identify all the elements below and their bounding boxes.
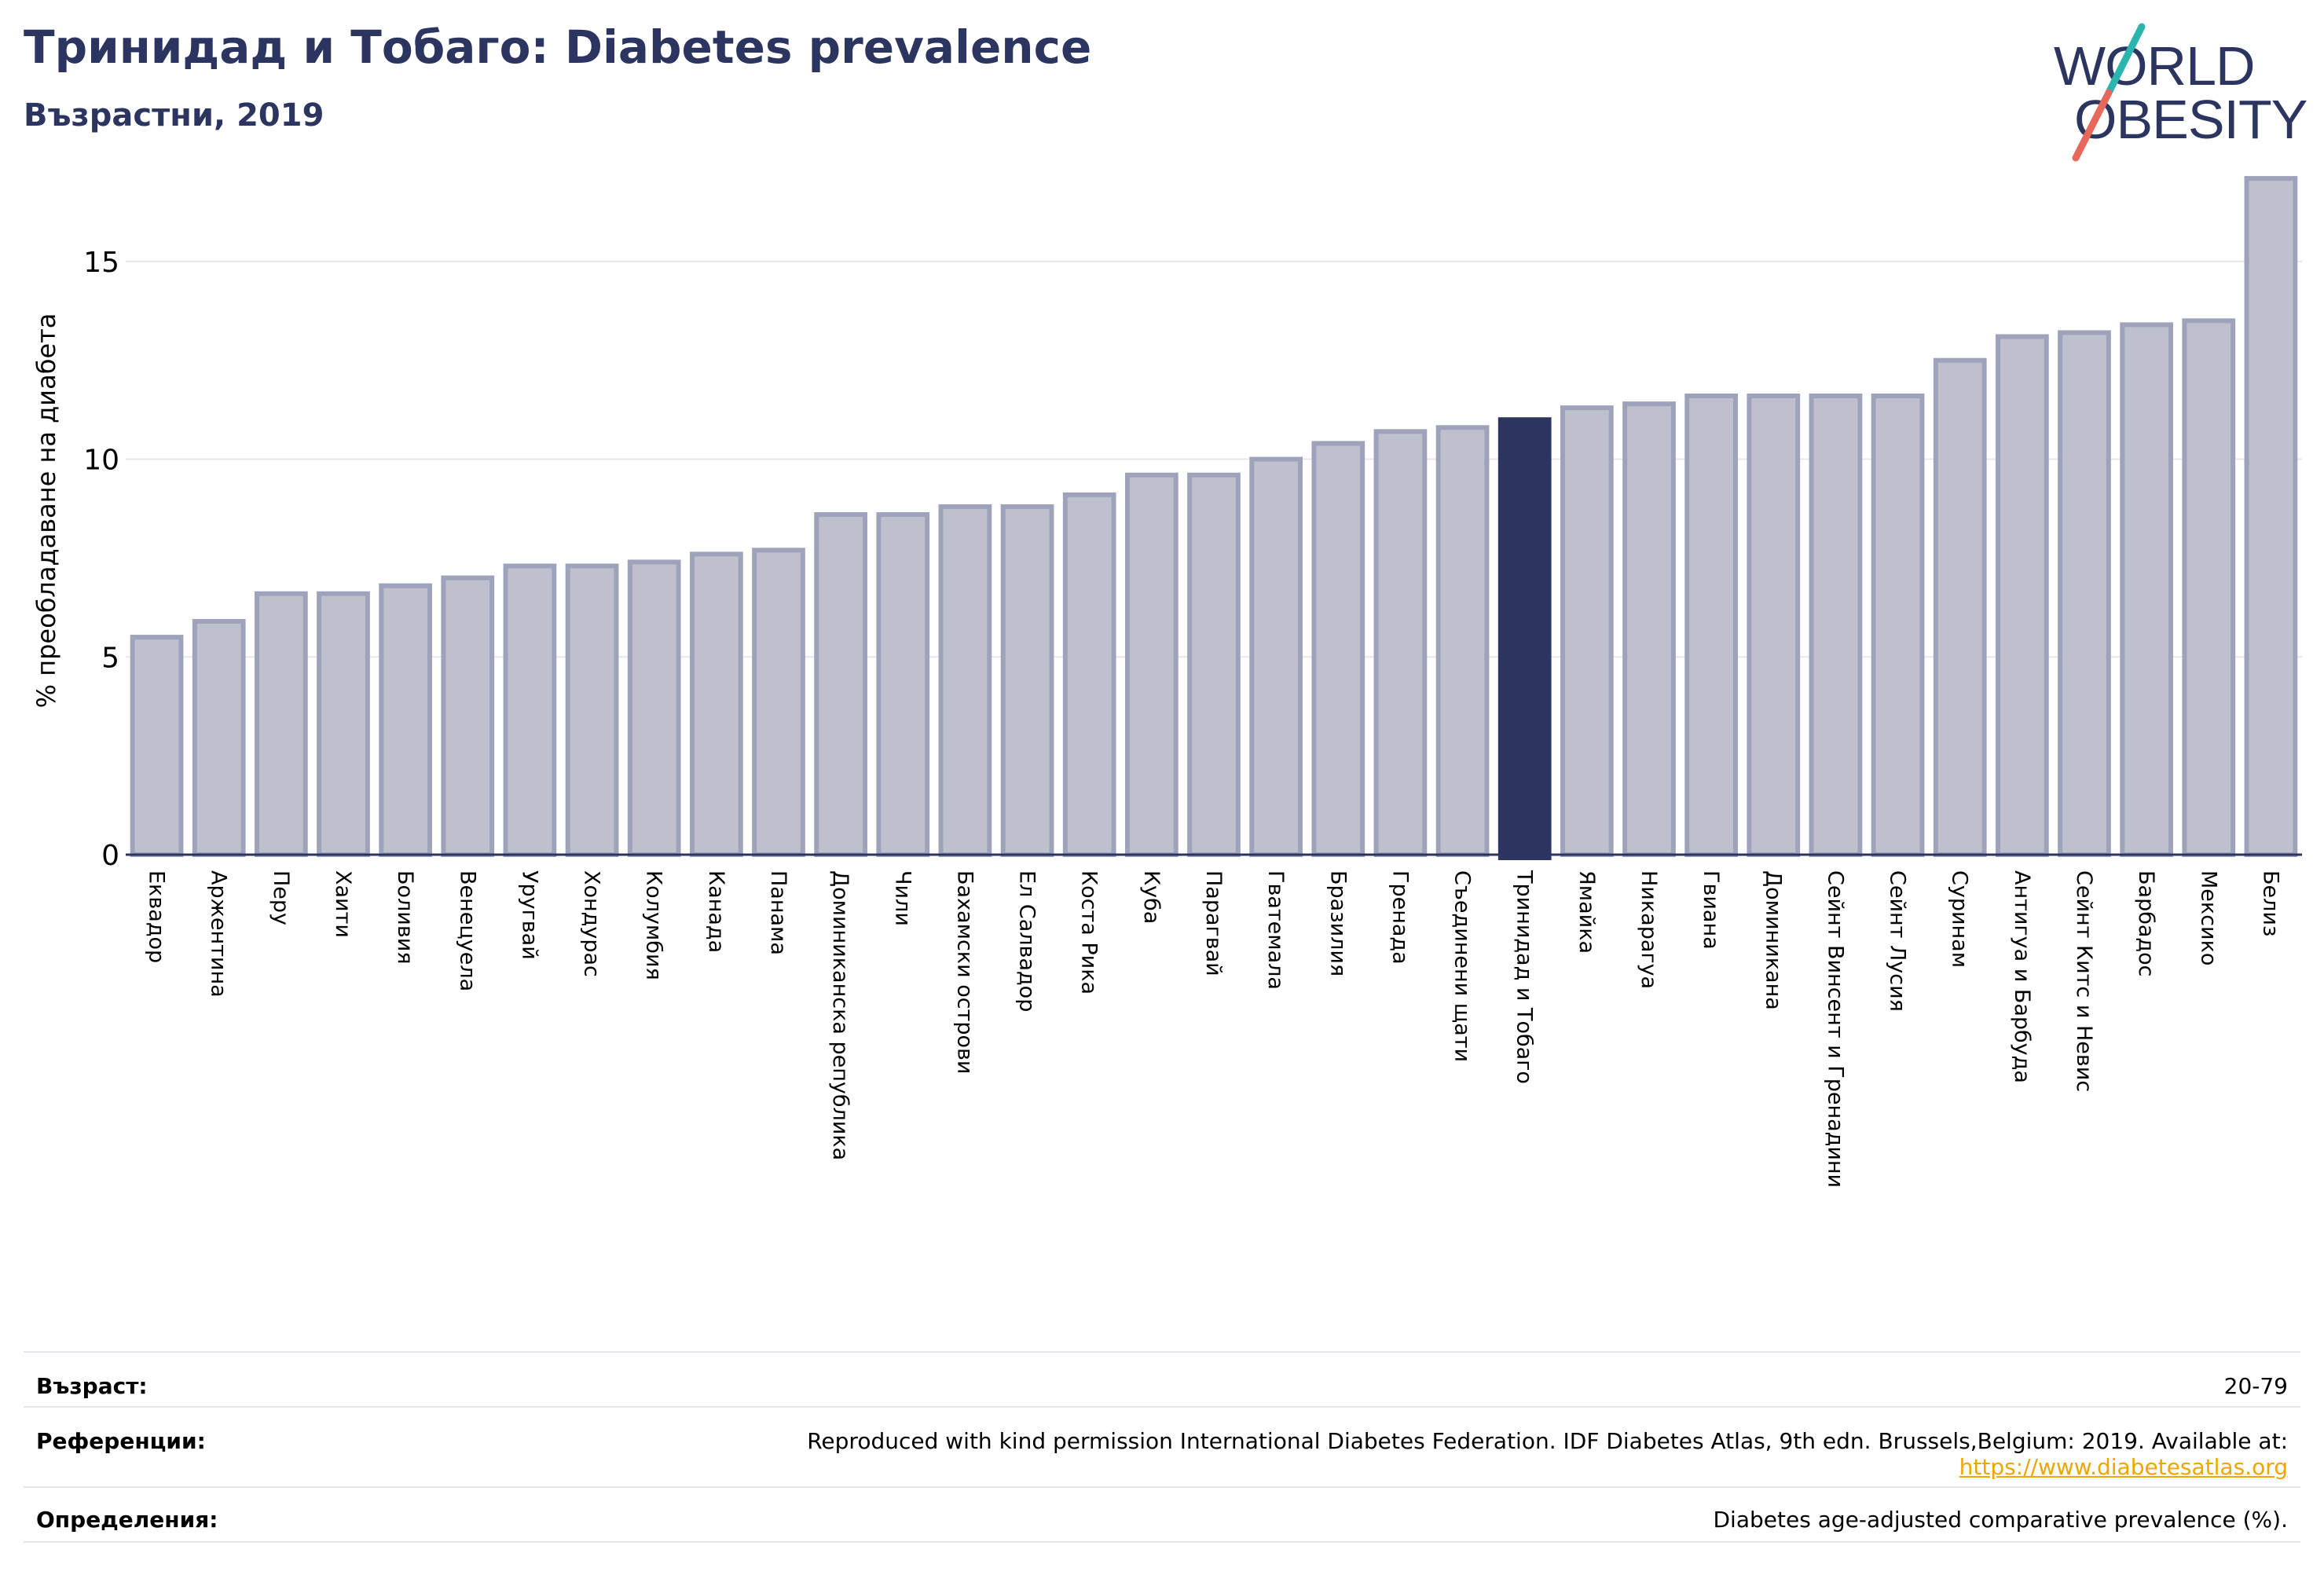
bar [441,575,495,857]
x-tick-label: Бразилия [1325,870,1350,976]
y-tick-label: 10 [83,445,119,477]
logo-word-world: WORLD [2054,35,2255,97]
bar [1435,425,1490,857]
x-tick-label: Венецуела [455,870,479,991]
bar [565,563,619,858]
age-label: Възраст: [36,1373,148,1399]
bar [1809,394,1863,857]
x-tick-label: Гренада [1387,870,1412,965]
x-tick-label: Тринидад и Тобаго [1512,870,1537,1084]
x-tick-label: Колумбия [642,870,666,980]
table-divider [24,1541,2300,1543]
x-tick-label: Хаити [331,870,355,938]
definitions-value: Diabetes age-adjusted comparative preval… [1713,1507,2289,1533]
x-tick-label: Антигуа и Барбуда [2010,870,2034,1083]
bar [1684,394,1739,857]
bar [752,548,805,858]
bar [130,635,184,857]
x-tick-label: Никарагуа [1637,870,1661,989]
x-tick-label: Еквадор [145,870,169,963]
x-tick-label: Бахамски острови [952,870,977,1074]
x-tick-label: Боливия [393,870,417,965]
x-tick-label: Аржентина [207,870,231,998]
bar [317,591,370,857]
chart-subtitle: Възрастни, 2019 [24,97,324,134]
table-divider [24,1406,2300,1408]
bar [814,512,868,857]
bar [379,583,433,857]
x-tick-label: Парагвай [1201,870,1226,976]
bar [254,591,308,857]
bar [1995,334,2049,857]
bar [1373,429,1428,857]
bar [192,618,246,857]
age-value: 20-79 [2223,1373,2288,1399]
bar [1622,401,1676,857]
y-tick-label: 15 [83,247,119,279]
table-divider [24,1351,2300,1353]
x-tick-label: Перу [269,870,293,925]
x-tick-label: Белиз [2258,870,2282,936]
chart-title: Тринидад и Тобаго: Diabetes prevalence [24,20,1092,74]
bar [503,563,557,858]
bar [1311,441,1365,857]
x-tick-label: Уругвай [517,870,541,960]
definitions-label: Определения: [36,1507,218,1533]
bar [1124,472,1178,857]
x-tick-label: Канада [704,870,728,953]
bar [938,504,992,857]
bar [1000,504,1054,857]
info-table: Възраст: 20-79 Референции: Reproduced wi… [24,1351,2300,1548]
x-tick-label: Чили [890,870,915,926]
references-link[interactable]: https://www.diabetesatlas.org [1959,1454,2288,1480]
x-tick-label: Доминикана [1761,870,1785,1010]
references-value: Reproduced with kind permission Internat… [807,1428,2288,1480]
references-label: Референции: [36,1428,206,1454]
bar [1249,456,1303,857]
bar-chart: 0 5 10 15 Еквадор Аржентина Перу Хаити Боливия В… [31,176,2302,1188]
x-tick-label: Ямайка [1574,870,1599,954]
x-tick-label: Гвиана [1699,870,1723,950]
bar [2120,322,2174,857]
x-tick-label: Коста Рика [1077,870,1102,994]
bar [2182,318,2236,857]
logo-slash-coral [2072,89,2113,162]
table-divider [24,1486,2300,1488]
x-tick-label: Куба [1139,870,1164,924]
x-tick-label: Ел Салвадор [1015,870,1039,1012]
x-tick-label: Барбадос [2134,870,2158,976]
bar [1497,417,1552,860]
bar [2244,176,2298,857]
x-tick-label: Сейнт Винсент и Гренадини [1823,870,1847,1188]
world-obesity-logo: WORLD OBESITY [2054,23,2308,162]
bar [1062,492,1116,857]
y-axis-label: % преобладаване на диабета [31,313,61,709]
x-tick-label: Гватемала [1263,870,1288,990]
bar [1187,472,1241,857]
x-tick-label: Сейнт Лусия [1886,870,1910,1012]
x-tick-label: Мексико [2196,870,2220,965]
x-tick-label: Сейнт Китс и Невис [2072,870,2096,1092]
x-tick-label: Съединени щати [1450,870,1475,1062]
references-text: Reproduced with kind permission Internat… [807,1428,2288,1454]
y-tick-label: 5 [101,642,119,674]
bar [689,551,743,858]
x-tick-label: Доминиканска република [828,870,852,1160]
bar [1747,394,1801,857]
y-tick-labels: 0 5 10 15 [83,247,119,872]
x-tick-label: Хондурас [580,870,604,977]
bar [1871,394,1925,857]
y-tick-label: 0 [101,840,119,872]
x-tick-label: Суринам [1948,870,1972,968]
bar [2058,330,2111,857]
bar [1560,405,1614,857]
x-tick-labels: Еквадор Аржентина Перу Хаити Боливия Венецуел… [145,870,2283,1188]
bars [130,176,2298,860]
bar [1933,357,1987,858]
bar [876,512,930,857]
logo-slash-teal [2105,23,2146,97]
bar [627,559,681,858]
x-tick-label: Панама [766,870,790,955]
logo-word-obesity: OBESITY [2074,89,2308,150]
